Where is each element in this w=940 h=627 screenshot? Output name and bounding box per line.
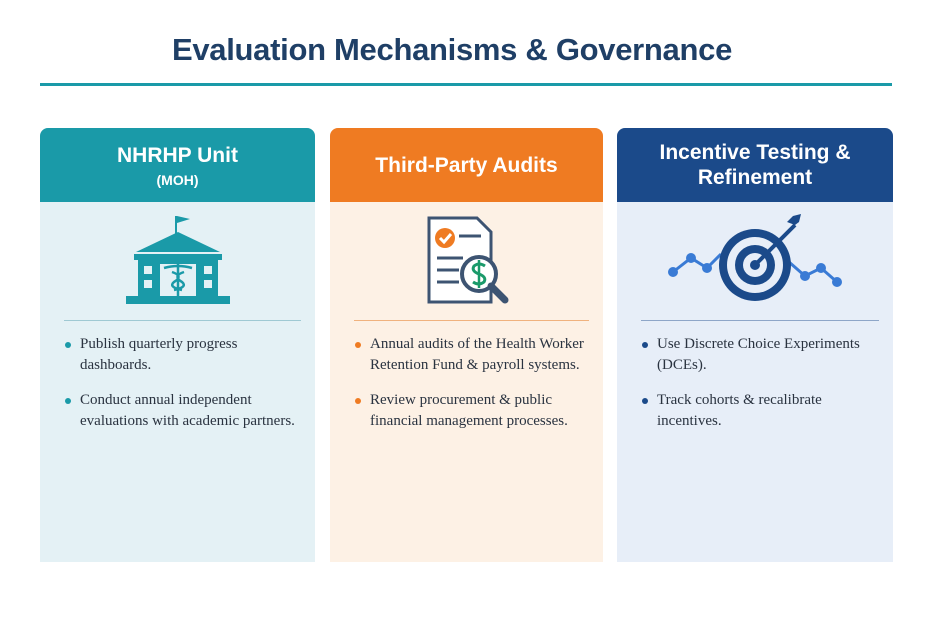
card-title: NHRHP Unit	[117, 143, 238, 167]
card: Incentive Testing & Refinement Use Discr…	[617, 128, 893, 562]
bullet: Review procurement & public financial ma…	[354, 390, 589, 432]
audit-icon	[427, 216, 508, 304]
title-rule	[40, 83, 892, 86]
bullet: Use Discrete Choice Experiments (DCEs).	[641, 334, 879, 376]
bullet-list: Annual audits of the Health Worker Reten…	[354, 334, 589, 446]
card: NHRHP Unit (MOH) Publish quarterly progr…	[40, 128, 315, 562]
card-title: Third-Party Audits	[375, 153, 558, 177]
target-icon	[668, 214, 842, 301]
divider	[354, 320, 589, 321]
bullet: Track cohorts & recalibrate incentives.	[641, 390, 879, 432]
bullet: Conduct annual independent evaluations w…	[64, 390, 301, 432]
bullet-list: Use Discrete Choice Experiments (DCEs). …	[641, 334, 879, 446]
divider	[64, 320, 301, 321]
bullet: Publish quarterly progress dashboards.	[64, 334, 301, 376]
card: Third-Party Audits Annual audits of the …	[330, 128, 603, 562]
card-title: Incentive Testing & Refinement	[659, 141, 851, 189]
card-subtitle: (MOH)	[156, 171, 199, 188]
page-title: Evaluation Mechanisms & Governance	[171, 32, 733, 67]
card-header: Incentive Testing & Refinement	[617, 128, 893, 202]
divider	[641, 320, 879, 321]
card-header: NHRHP Unit (MOH)	[40, 128, 315, 202]
card-header: Third-Party Audits	[330, 128, 603, 202]
bullet: Annual audits of the Health Worker Reten…	[354, 334, 589, 376]
building-icon	[125, 216, 230, 304]
bullet-list: Publish quarterly progress dashboards. C…	[64, 334, 301, 446]
